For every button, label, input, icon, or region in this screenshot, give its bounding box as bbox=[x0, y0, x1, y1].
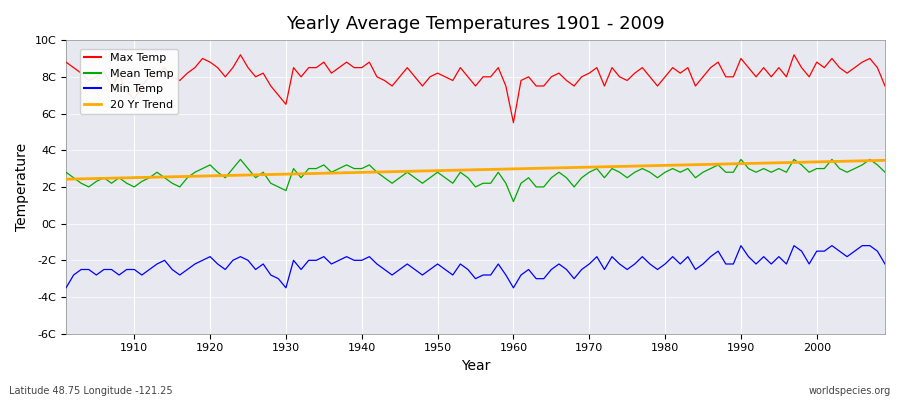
Title: Yearly Average Temperatures 1901 - 2009: Yearly Average Temperatures 1901 - 2009 bbox=[286, 15, 665, 33]
Text: Latitude 48.75 Longitude -121.25: Latitude 48.75 Longitude -121.25 bbox=[9, 386, 173, 396]
Text: worldspecies.org: worldspecies.org bbox=[809, 386, 891, 396]
Legend: Max Temp, Mean Temp, Min Temp, 20 Yr Trend: Max Temp, Mean Temp, Min Temp, 20 Yr Tre… bbox=[80, 49, 178, 114]
Y-axis label: Temperature: Temperature bbox=[15, 143, 29, 231]
X-axis label: Year: Year bbox=[461, 359, 491, 373]
